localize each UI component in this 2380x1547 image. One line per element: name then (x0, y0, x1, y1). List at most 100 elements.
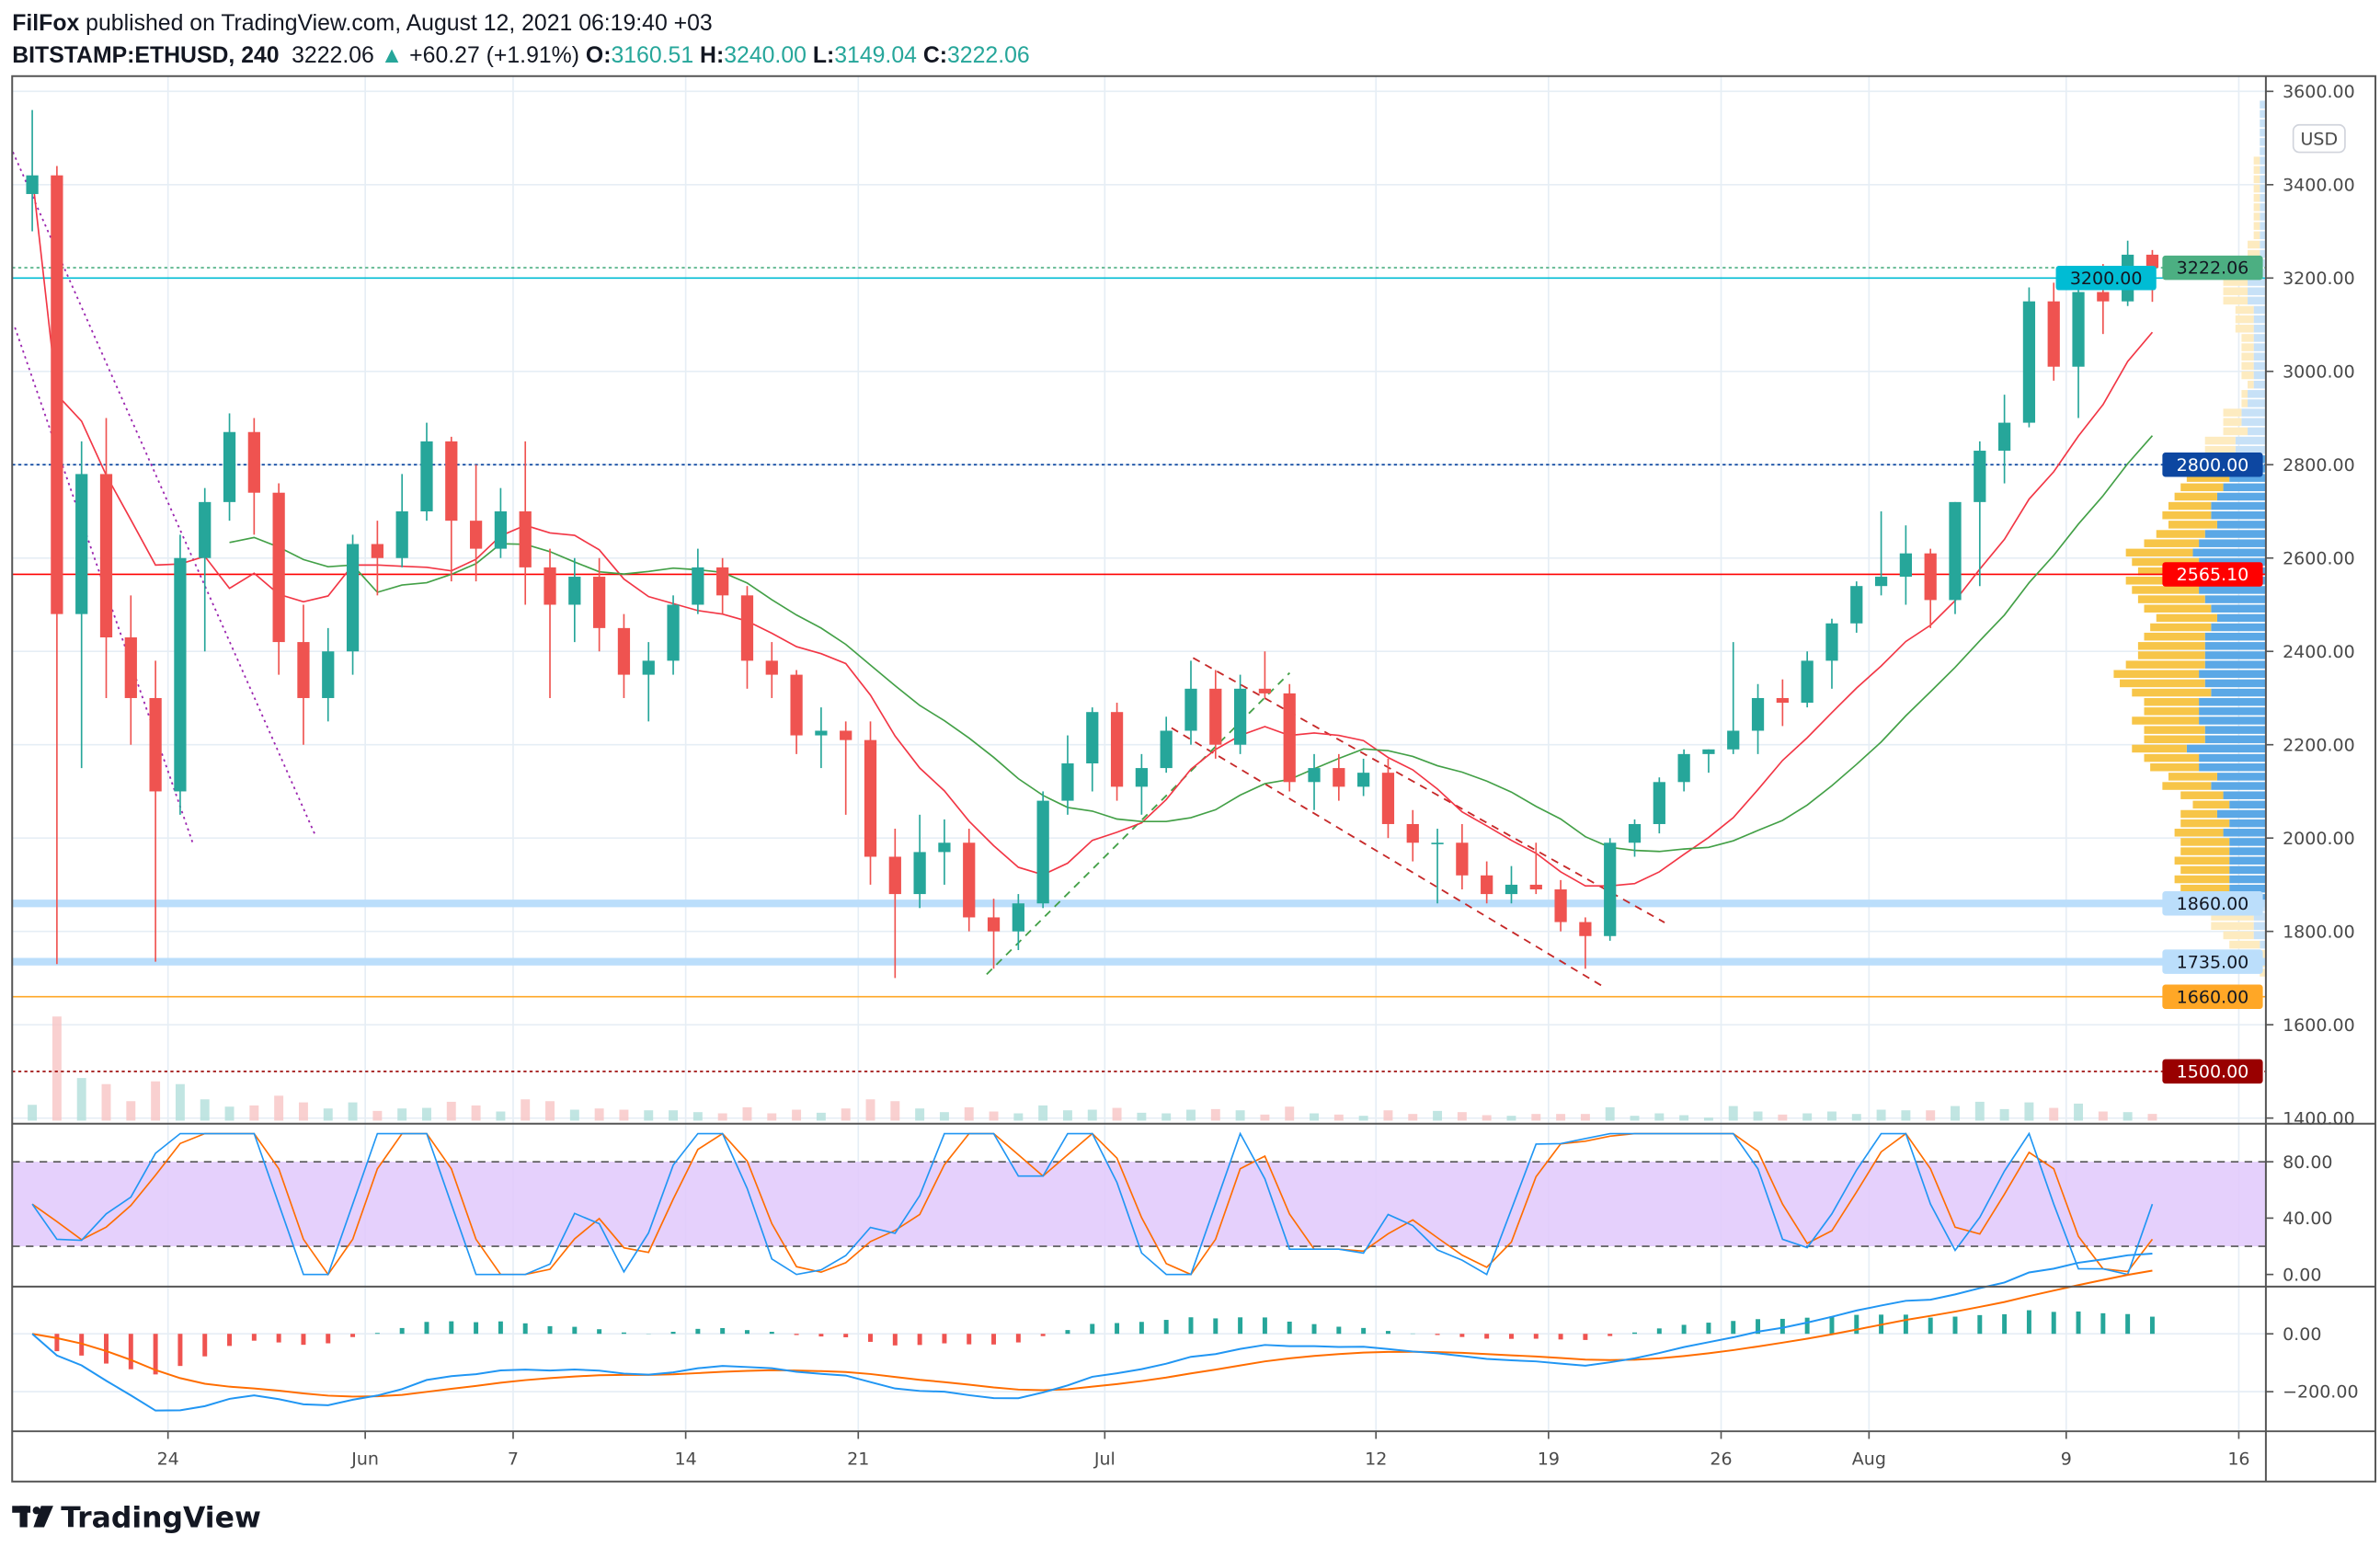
price-label[interactable]: 2800.00 (2283, 455, 2355, 476)
trendlines[interactable] (12, 151, 1665, 988)
stoch-rsi-pane[interactable]: 80.00 40.00 0.00 (12, 1131, 2333, 1286)
candle[interactable] (494, 487, 508, 558)
symbol-name[interactable]: BITSTAMP:ETHUSD, 240 (12, 43, 279, 68)
candle[interactable] (1209, 670, 1222, 759)
candle[interactable] (1949, 501, 1962, 614)
price-label[interactable]: 3400.00 (2283, 175, 2355, 195)
candle[interactable] (1333, 753, 1345, 801)
price-label[interactable]: 3200.00 (2283, 269, 2355, 289)
price-label[interactable]: 3000.00 (2283, 361, 2355, 382)
candle[interactable] (2047, 282, 2060, 381)
candle[interactable] (420, 422, 433, 521)
candle[interactable] (815, 707, 828, 769)
candle[interactable] (297, 604, 310, 745)
candle[interactable] (1012, 894, 1024, 950)
candle[interactable] (1283, 683, 1296, 792)
price-label[interactable]: 3600.00 (2283, 82, 2355, 102)
candle[interactable] (1431, 829, 1444, 904)
candle[interactable] (469, 464, 483, 582)
candle[interactable] (1357, 758, 1370, 796)
price-label[interactable]: 2400.00 (2283, 642, 2355, 662)
candle[interactable] (716, 557, 729, 614)
candle[interactable] (1727, 642, 1740, 754)
candle[interactable] (864, 721, 877, 885)
candle[interactable] (1381, 758, 1395, 839)
horizontal-levels[interactable] (12, 267, 2266, 1072)
candle[interactable] (124, 595, 137, 745)
candle[interactable] (1702, 749, 1715, 774)
macd-pane[interactable]: 0.00 −200.00 (12, 1252, 2359, 1412)
candle[interactable] (1110, 703, 1124, 801)
candle[interactable] (1233, 674, 1247, 754)
candle[interactable] (1505, 865, 1518, 904)
candle[interactable] (1776, 679, 1789, 727)
candle[interactable] (1529, 842, 1542, 895)
candle[interactable] (1160, 716, 1173, 774)
price-label[interactable]: 1800.00 (2283, 922, 2355, 942)
candle[interactable] (445, 436, 458, 582)
candle[interactable] (1751, 683, 1765, 754)
candle[interactable] (1653, 777, 1665, 834)
candle[interactable] (272, 483, 285, 675)
candle[interactable] (740, 586, 754, 689)
candle[interactable] (223, 413, 236, 521)
trendline[interactable] (1192, 657, 1665, 923)
candle[interactable] (322, 627, 335, 722)
candle[interactable] (371, 521, 383, 596)
candle[interactable] (519, 441, 532, 605)
candle[interactable] (1184, 660, 1197, 745)
candle[interactable] (987, 899, 1001, 969)
candle[interactable] (913, 814, 926, 909)
candle[interactable] (1628, 819, 1642, 857)
candle[interactable] (1604, 838, 1617, 941)
candle[interactable] (1061, 735, 1074, 815)
candle[interactable] (1481, 861, 1493, 904)
candle[interactable] (888, 829, 901, 979)
price-label[interactable]: 1600.00 (2283, 1015, 2355, 1036)
candle[interactable] (1258, 651, 1272, 698)
candle[interactable] (75, 441, 88, 769)
candle[interactable] (346, 534, 360, 675)
author-name[interactable]: FilFox (12, 11, 79, 36)
candle[interactable] (1308, 753, 1321, 810)
candle[interactable] (642, 642, 655, 722)
candle[interactable] (840, 721, 852, 815)
candle[interactable] (174, 534, 187, 815)
candle[interactable] (26, 109, 39, 232)
candle[interactable] (99, 418, 113, 698)
candle[interactable] (1974, 441, 1986, 587)
candle[interactable] (1801, 651, 1814, 708)
candle[interactable] (1924, 548, 1937, 628)
candle[interactable] (790, 670, 803, 754)
candle[interactable] (692, 548, 704, 614)
axes[interactable]: 24 Jun 7 14 21 Jul 12 19 26 Aug 9 16 3600.00 3400.00 3… (157, 82, 2355, 1470)
candle[interactable] (51, 166, 63, 965)
candle[interactable] (938, 819, 951, 885)
price-label[interactable]: 1400.00 (2283, 1108, 2355, 1129)
candle[interactable] (1086, 707, 1099, 792)
price-label[interactable]: 2000.00 (2283, 829, 2355, 849)
price-label[interactable]: 2600.00 (2283, 548, 2355, 568)
candle[interactable] (568, 557, 581, 643)
candle[interactable] (765, 642, 778, 698)
candle[interactable] (617, 613, 631, 698)
candle[interactable] (1997, 395, 2011, 484)
candle[interactable] (1579, 917, 1592, 969)
candle[interactable] (544, 548, 556, 698)
currency-button[interactable]: USD (2292, 123, 2346, 154)
tradingview-logo[interactable]: TradingView (12, 1501, 261, 1534)
candle[interactable] (963, 829, 976, 932)
candle[interactable] (199, 487, 212, 652)
candle[interactable] (1825, 618, 1838, 689)
candle[interactable] (1554, 879, 1567, 932)
candle[interactable] (1456, 823, 1469, 890)
trendline[interactable] (1171, 727, 1604, 988)
price-label[interactable]: 2200.00 (2283, 735, 2355, 755)
candle[interactable] (2022, 287, 2036, 428)
candle[interactable] (149, 660, 162, 962)
candle[interactable] (2072, 287, 2085, 418)
candle[interactable] (593, 557, 606, 652)
candle[interactable] (1135, 753, 1148, 815)
candle[interactable] (1899, 525, 1913, 605)
